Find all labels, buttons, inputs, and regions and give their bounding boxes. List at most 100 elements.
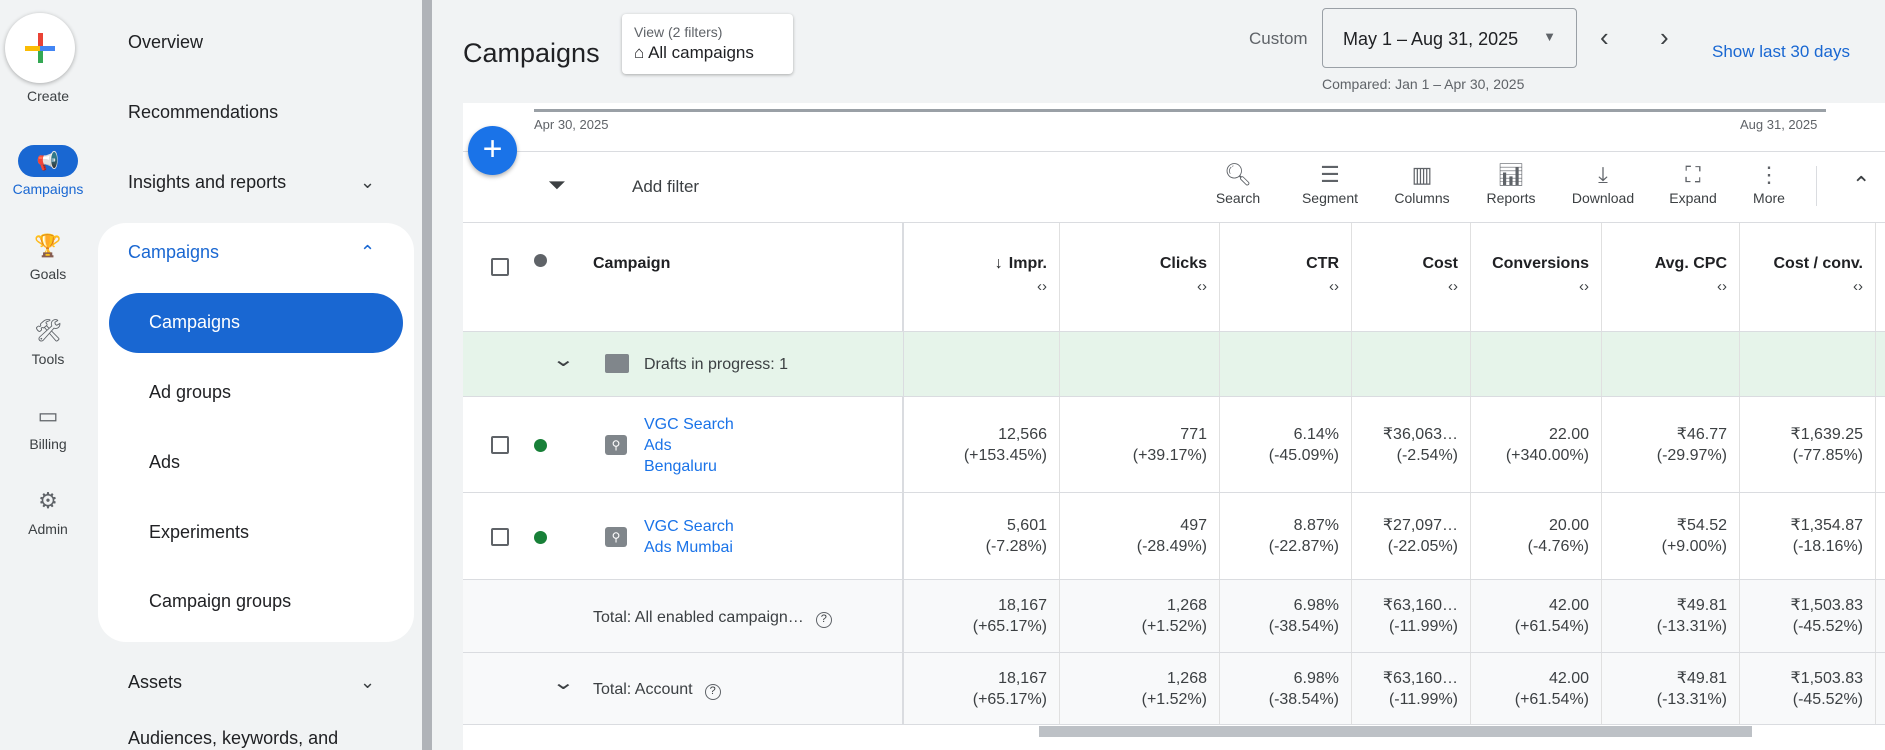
nav-campaigns-group[interactable]: Campaigns [128,242,220,262]
nav-experiments[interactable]: Experiments [149,522,250,542]
metric-cell: 42.00 (+61.54%) [1471,653,1602,724]
resize-column-icon[interactable]: ‹› [1037,278,1047,295]
column-header[interactable]: Cost / conv. ‹› [1740,223,1876,331]
show-last-30-days-link[interactable]: Show last 30 days [1712,42,1850,61]
header-campaign-cell: Campaign [463,223,904,331]
date-range-picker[interactable]: May 1 – Aug 31, 2025 ▼ [1322,8,1577,68]
status-dot-icon [534,530,547,544]
nav-overview[interactable]: Overview [128,32,204,52]
add-filter-button[interactable]: Add filter [632,177,700,196]
previous-period-icon[interactable]: ‹ [1600,22,1609,52]
column-header-campaign[interactable]: Campaign [593,255,671,272]
drafts-row: ⌄ Drafts in progress: 1 [463,332,1885,397]
plus-icon [25,33,55,63]
campaign-name-line[interactable]: Ads Mumbai [644,538,733,556]
total-label-text: Total: All enabled campaign… [593,608,804,626]
help-icon[interactable]: ? [704,684,721,700]
next-period-icon[interactable]: › [1660,22,1669,52]
resize-column-icon[interactable]: ‹› [1329,278,1339,295]
rail-tools[interactable]: 🛠 Tools [0,315,96,367]
column-header-label: ↓ Impr. [904,253,1047,274]
select-all-checkbox[interactable] [491,258,509,276]
resize-column-icon[interactable]: ‹› [1717,278,1727,295]
metric-value: ₹1,503.83 [1790,669,1863,687]
columns-button[interactable]: ▥ Columns [1377,160,1467,206]
metric-cell: ₹1,354.87 (-18.16%) [1740,493,1876,579]
nav-assets[interactable]: Assets [128,672,183,692]
resize-column-icon[interactable]: ‹› [1579,278,1589,295]
nav-insights[interactable]: Insights and reports [128,172,287,192]
campaign-name-link[interactable]: VGC Search Ads Mumbai [644,516,734,558]
metric-cell: ₹36,063… (-2.54%) [1352,397,1471,492]
campaign-name-line[interactable]: VGC Search [644,517,734,535]
expand-chevron-icon[interactable]: ⌄ [551,672,576,694]
metric-change: (+65.17%) [972,690,1047,708]
column-header[interactable]: Conversions ‹› [1471,223,1602,331]
metric-cell: 497 (-28.49%) [1060,493,1220,579]
resize-column-icon[interactable]: ‹› [1197,278,1207,295]
reports-icon: 📊︎ [1497,162,1525,187]
rail-admin[interactable]: ⚙ Admin [0,485,96,537]
column-header-text: Cost / conv. [1773,255,1864,272]
drafts-label[interactable]: Drafts in progress: 1 [644,356,789,373]
panel-resize-handle[interactable] [422,0,432,750]
nav-audiences[interactable]: Audiences, keywords, and [128,728,339,748]
nav-ads[interactable]: Ads [149,452,181,472]
metric-change: (+153.45%) [963,446,1047,464]
table-header: Campaign ↓ Impr. ‹› Clicks ‹› CTR ‹› Cost ‹› Conve… [463,223,1885,332]
expand-button[interactable]: ⛶ Expand [1648,160,1738,206]
column-header[interactable]: Avg. CPC ‹› [1602,223,1740,331]
metric-cell: 42.00 (+61.54%) [1471,580,1602,652]
metric-cell: 6.98% (-38.54%) [1220,653,1352,724]
nav-ad-groups[interactable]: Ad groups [149,382,232,402]
total-label: Total: All enabled campaign…? [593,607,832,628]
filter-icon[interactable]: ⏷ [548,172,566,197]
chevron-down-icon[interactable]: ⌄ [360,172,376,192]
column-header[interactable]: CTR ‹› [1220,223,1352,331]
metric-value: 42.00 [1548,597,1589,614]
reports-button[interactable]: 📊︎ Reports [1466,160,1556,206]
metric-change: (-28.49%) [1136,538,1207,555]
metric-change: (-22.87%) [1268,538,1339,555]
campaign-name-line[interactable]: Ads [644,436,672,454]
download-button[interactable]: ⤓ Download [1558,160,1648,206]
download-icon: ⤓ [1598,162,1608,187]
metric-cell: ₹46.77 (-29.97%) [1602,397,1740,492]
metric-cell: 20.00 (-4.76%) [1471,493,1602,579]
row-checkbox[interactable] [491,527,509,546]
view-selector[interactable]: View (2 filters) ⌂ All campaigns [622,14,793,74]
total-label-cell: ⌄ Total: Account? [463,653,904,724]
column-header[interactable]: Cost ‹› [1352,223,1471,331]
column-header[interactable]: ↓ Impr. ‹› [904,223,1060,331]
nav-campaign-groups[interactable]: Campaign groups [149,591,292,611]
metric-change: (+65.17%) [972,618,1047,635]
segment-button[interactable]: ☰ Segment [1285,160,1375,206]
campaign-name-line[interactable]: Bengaluru [644,457,717,475]
collapse-toolbar-icon[interactable]: ⌃ [1852,172,1871,197]
rail-campaigns[interactable]: 📢 Campaigns [0,145,96,197]
metric-value: ₹54.52 [1676,517,1727,534]
column-header[interactable]: Clicks ‹› [1060,223,1220,331]
row-checkbox[interactable] [491,436,509,454]
create-button[interactable] [5,13,75,83]
add-fab-button[interactable]: + [468,126,517,175]
more-button[interactable]: ⋮ More [1724,160,1814,206]
horizontal-scrollbar[interactable] [1039,726,1752,737]
search-button[interactable]: 🔍︎ Search [1193,160,1283,206]
chevron-up-icon[interactable]: ⌃ [360,242,376,262]
nav-campaigns-active[interactable] [109,293,403,353]
chevron-down-icon[interactable]: ⌄ [360,672,376,692]
expand-chevron-icon[interactable]: ⌄ [551,349,576,371]
rail-label: Goals [29,266,67,282]
campaign-name-link[interactable]: VGC Search Ads Bengaluru [644,414,734,477]
nav-campaigns[interactable]: Campaigns [149,312,241,332]
rail-goals[interactable]: 🏆 Goals [0,230,96,282]
help-icon[interactable]: ? [815,611,832,628]
campaign-name-line[interactable]: VGC Search [644,415,734,433]
rail-billing[interactable]: ▭ Billing [0,400,96,452]
resize-column-icon[interactable]: ‹› [1448,278,1458,295]
metric-value: 6.14% [1293,425,1339,443]
nav-recommendations[interactable]: Recommendations [128,102,279,122]
metric-change: (-13.31%) [1656,690,1727,708]
resize-column-icon[interactable]: ‹› [1853,278,1863,295]
